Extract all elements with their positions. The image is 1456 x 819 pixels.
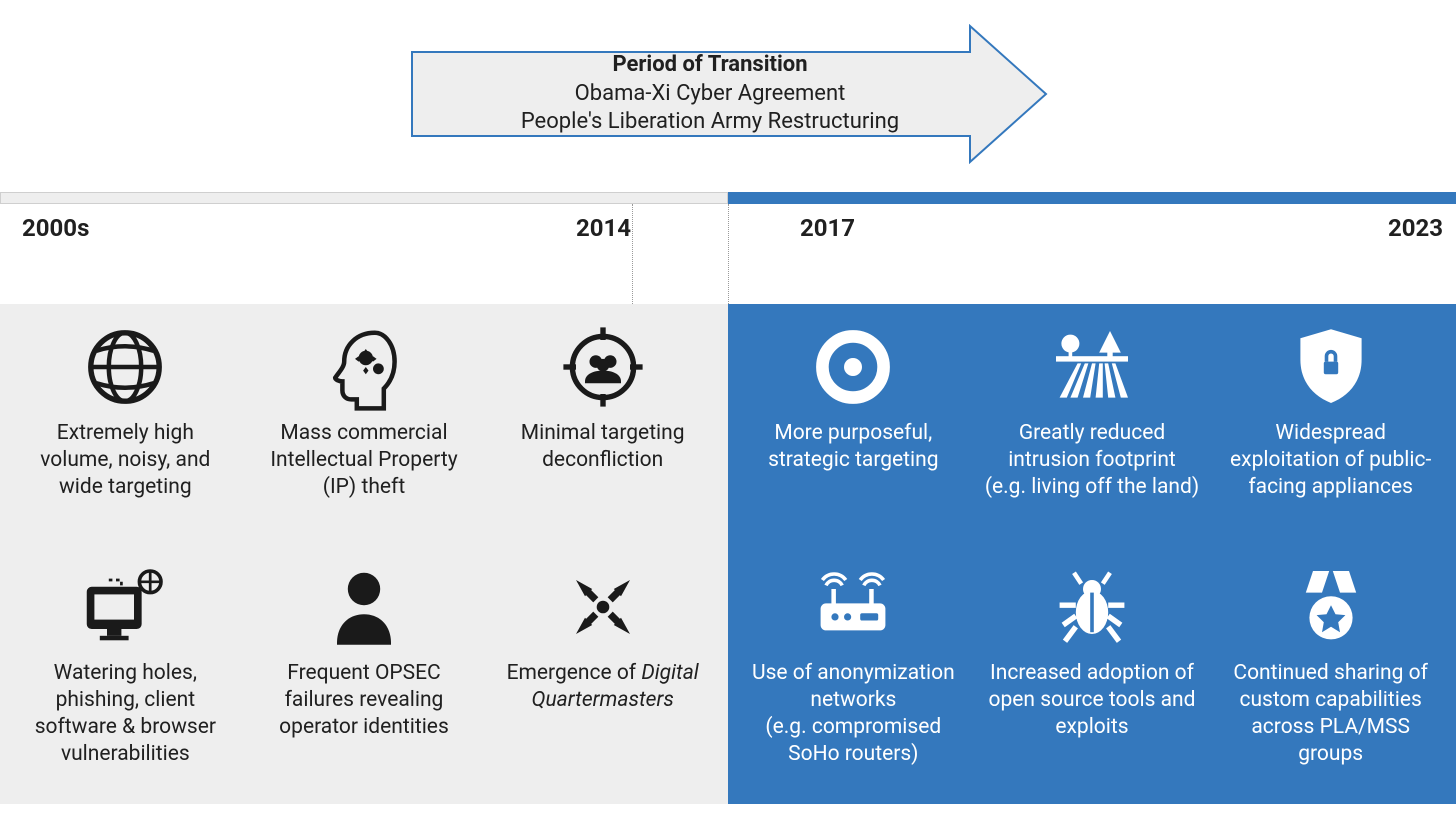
feature-text: Use of anonymization networks <box>738 660 969 714</box>
feature-cell: Continued sharing of custom capabilities… <box>1215 562 1446 794</box>
arrow-line-2: People's Liberation Army Restructuring <box>521 108 899 137</box>
bug-icon <box>1042 562 1142 652</box>
feature-cell: Use of anonymization networks(e.g. compr… <box>738 562 969 794</box>
timeline-year: 2014 <box>576 214 631 242</box>
globe-icon <box>75 322 175 412</box>
feature-cell: Frequent OPSEC failures revealing operat… <box>249 562 480 794</box>
person-silhouette-icon <box>314 562 414 652</box>
feature-cell: Mass commercial Intellectual Property (I… <box>249 322 480 554</box>
feature-text: Continued sharing of custom capabilities… <box>1215 660 1446 768</box>
target-icon <box>803 322 903 412</box>
arrow-line-1: Obama-Xi Cyber Agreement <box>575 80 846 109</box>
feature-cell: Emergence of Digital Quartermasters <box>487 562 718 794</box>
feature-text: Greatly reduced intrusion footprint <box>977 420 1208 474</box>
era-panel-before: Extremely high volume, noisy, and wide t… <box>0 304 728 804</box>
monitor-globe-icon <box>75 562 175 652</box>
era-panel-after: More purposeful, strategic targetingGrea… <box>728 304 1456 804</box>
arrow-title: Period of Transition <box>612 51 807 80</box>
medal-icon <box>1281 562 1381 652</box>
feature-subtext: (e.g. living off the land) <box>985 474 1199 501</box>
transition-arrow: Period of Transition Obama-Xi Cyber Agre… <box>410 24 1050 164</box>
arrow-text: Period of Transition Obama-Xi Cyber Agre… <box>410 24 990 164</box>
arrows-in-icon <box>553 562 653 652</box>
head-gears-icon <box>314 322 414 412</box>
infographic-canvas: Period of Transition Obama-Xi Cyber Agre… <box>0 0 1456 819</box>
feature-cell: Greatly reduced intrusion footprint(e.g.… <box>977 322 1208 554</box>
feature-text: Extremely high volume, noisy, and wide t… <box>10 420 241 501</box>
timeline-left <box>0 192 728 204</box>
field-trees-icon <box>1042 322 1142 412</box>
timeline-year: 2023 <box>1388 214 1443 242</box>
timeline-divider <box>728 204 729 304</box>
feature-text: Frequent OPSEC failures revealing operat… <box>249 660 480 741</box>
feature-text: Widespread exploitation of public-facing… <box>1215 420 1446 501</box>
shield-lock-icon <box>1281 322 1381 412</box>
feature-cell: Extremely high volume, noisy, and wide t… <box>10 322 241 554</box>
router-icon <box>803 562 903 652</box>
feature-cell: Minimal targeting deconfliction <box>487 322 718 554</box>
feature-subtext: (e.g. compromised SoHo routers) <box>738 714 969 768</box>
feature-text: Increased adoption of open source tools … <box>977 660 1208 741</box>
feature-text: Watering holes, phishing, client softwar… <box>10 660 241 768</box>
feature-text: Mass commercial Intellectual Property (I… <box>249 420 480 501</box>
feature-cell: Widespread exploitation of public-facing… <box>1215 322 1446 554</box>
feature-cell: More purposeful, strategic targeting <box>738 322 969 554</box>
feature-text: More purposeful, strategic targeting <box>738 420 969 474</box>
timeline-year: 2000s <box>22 214 89 242</box>
timeline-divider <box>632 204 633 304</box>
feature-cell: Watering holes, phishing, client softwar… <box>10 562 241 794</box>
feature-text: Minimal targeting deconfliction <box>487 420 718 474</box>
feature-text: Emergence of Digital Quartermasters <box>487 660 718 714</box>
timeline-bar <box>0 192 1456 204</box>
timeline-right <box>728 192 1456 204</box>
feature-cell: Increased adoption of open source tools … <box>977 562 1208 794</box>
crosshair-group-icon <box>553 322 653 412</box>
timeline-year: 2017 <box>800 214 855 242</box>
